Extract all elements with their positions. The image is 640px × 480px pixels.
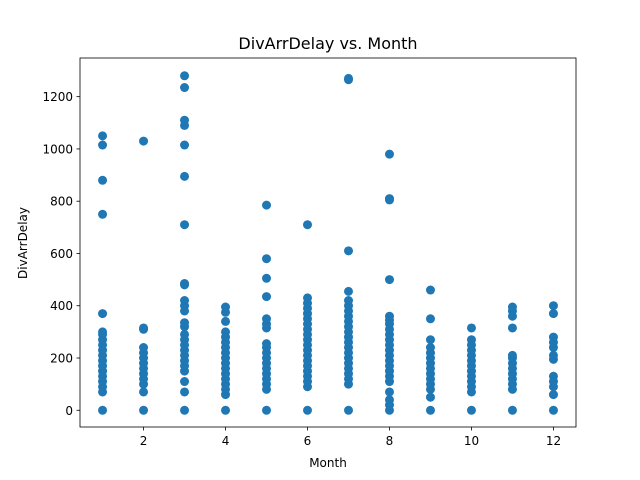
scatter-point [139,323,149,333]
scatter-point [548,332,558,342]
scatter-point [262,339,272,349]
scatter-point [425,285,435,295]
scatter-point [180,329,190,339]
scatter-point [507,302,517,312]
scatter-point [98,309,108,319]
scatter-point [303,405,312,415]
scatter-point [507,323,517,333]
y-tick-label: 200 [50,352,73,366]
scatter-point [180,171,190,181]
scatter-point [180,140,190,150]
scatter-point [344,73,353,83]
x-tick-label: 8 [386,434,394,448]
scatter-point [384,395,394,405]
scatter-point [303,293,312,303]
y-tick-label: 400 [50,299,73,313]
scatter-point [425,314,435,324]
points-layer [98,71,558,415]
scatter-point [344,286,353,296]
scatter-point [262,200,272,210]
scatter-point [425,405,435,415]
scatter-point [98,209,108,219]
scatter-point [180,279,190,289]
scatter-point [425,392,435,402]
scatter-point [221,316,231,326]
scatter-point [221,302,231,312]
scatter-point [548,390,558,400]
scatter-point [180,296,190,306]
scatter-point [344,296,353,306]
scatter-point [425,343,435,353]
x-axis-label: Month [309,456,347,470]
scatter-point [262,405,272,415]
scatter-point [384,275,394,285]
scatter-point [384,387,394,397]
scatter-point [466,335,476,345]
scatter-point [425,335,435,345]
scatter-point [548,309,558,319]
scatter-point [98,175,108,185]
scatter-point [139,387,149,397]
scatter-point [303,220,312,230]
scatter-point [180,83,190,93]
scatter-point [221,327,231,337]
x-tick-label: 12 [546,434,561,448]
scatter-point [180,220,190,230]
scatter-point [180,377,190,387]
scatter-point [98,131,108,141]
scatter-point [384,194,394,204]
scatter-point [180,318,190,328]
scatter-point [344,246,353,256]
scatter-point [139,343,149,353]
scatter-point [466,405,476,415]
y-tick-label: 600 [50,247,73,261]
plot-frame [79,57,577,428]
y-tick-label: 800 [50,195,73,209]
x-axis: 2 4 6 8 10 12 [140,427,561,448]
scatter-point [548,301,558,311]
scatter-point [262,273,272,283]
x-tick-label: 10 [464,434,479,448]
y-axis-label: DivArrDelay [16,207,30,279]
scatter-point [262,254,272,264]
scatter-point [548,350,558,360]
y-tick-label: 1000 [42,142,73,156]
scatter-point [384,311,394,321]
scatter-point [98,405,108,415]
x-tick-label: 6 [304,434,312,448]
scatter-point [262,292,272,302]
y-tick-label: 0 [65,404,73,418]
y-tick-label: 1200 [42,90,73,104]
scatter-point [98,140,108,150]
scatter-point [507,350,517,360]
scatter-point [384,149,394,159]
scatter-point [221,405,231,415]
scatter-point [262,314,272,324]
scatter-point [344,405,353,415]
scatter-point [180,387,190,397]
scatter-point [139,136,149,146]
scatter-point [180,115,190,125]
scatter-point [180,405,190,415]
scatter-point [180,71,190,81]
scatter-point [98,327,108,337]
scatter-point [507,405,517,415]
y-axis: 0 200 400 600 800 1000 1200 [42,90,80,418]
chart-title: DivArrDelay vs. Month [238,34,417,53]
scatter-point [548,371,558,381]
scatter-point [139,405,149,415]
x-tick-label: 4 [222,434,230,448]
scatter-point [466,323,476,333]
x-tick-label: 2 [140,434,148,448]
scatter-point [548,405,558,415]
